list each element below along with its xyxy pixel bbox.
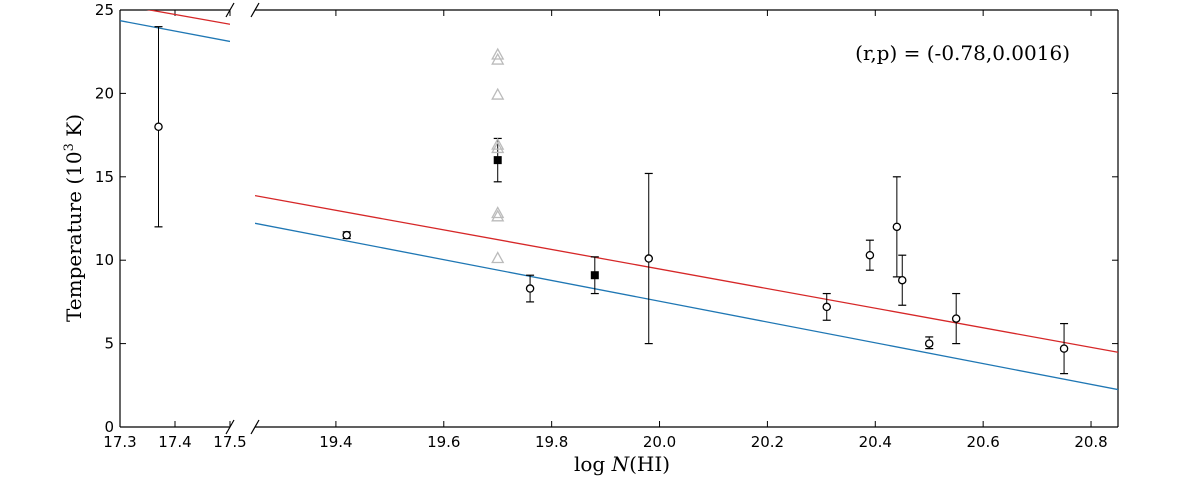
data-points: [154, 26, 1069, 375]
data-point: [892, 176, 902, 278]
circle-marker: [342, 230, 351, 240]
data-point: [491, 209, 505, 222]
data-point: [951, 292, 961, 345]
right-panel: [255, 9, 1119, 428]
triangle-marker: [491, 206, 505, 219]
y-axis-title-prefix: Temperature (10: [62, 151, 86, 322]
triangle-marker: [491, 52, 505, 65]
triangle-marker: [491, 87, 505, 100]
correlation-annotation: (r,p) = (-0.78,0.0016): [855, 41, 1070, 65]
circle-marker: [525, 284, 535, 293]
data-point: [154, 26, 163, 228]
triangle-marker: [491, 141, 505, 154]
x-tick-label: 20.8: [1074, 433, 1107, 451]
circle-marker: [644, 254, 653, 263]
circle-marker: [1059, 344, 1069, 353]
fit-lines-right: [255, 194, 1118, 391]
data-point: [525, 274, 535, 303]
triangle-marker: [491, 47, 505, 60]
x-tick-label: 17.3: [103, 433, 136, 451]
circle-marker: [154, 122, 163, 132]
break-mark-bottom-right: [250, 419, 260, 435]
data-point: [590, 256, 599, 295]
circle-marker: [865, 250, 875, 260]
data-point: [491, 47, 505, 60]
y-axis-title: Temperature (103 K): [62, 114, 86, 322]
triangle-marker: [491, 137, 505, 150]
data-point: [491, 206, 505, 219]
x-tick-label: 19.8: [535, 433, 568, 451]
x-tick-label: 17.4: [158, 433, 191, 451]
left-panel: [119, 9, 230, 428]
data-point: [644, 172, 653, 345]
break-mark-top-right: [250, 2, 260, 18]
x-axis-title-suffix: (HI): [629, 452, 670, 476]
square-marker: [493, 156, 502, 165]
x-tick-label: 20.4: [859, 433, 892, 451]
x-axis-title-italic: N: [611, 452, 631, 476]
fit-lines-left: [120, 10, 230, 43]
fit-line: [255, 222, 1118, 391]
y-tick-label: 25: [95, 1, 114, 19]
triangle-marker: [491, 209, 505, 222]
y-tick-label: 0: [104, 418, 114, 436]
x-axis-title-prefix: log: [574, 452, 612, 476]
data-point: [491, 52, 505, 65]
circle-marker: [892, 222, 902, 232]
x-tick-label: 19.4: [319, 433, 352, 451]
x-tick-label: 17.5: [213, 433, 246, 451]
data-point: [491, 137, 505, 150]
data-point: [924, 336, 934, 350]
y-tick-label: 15: [95, 168, 114, 186]
circle-marker: [822, 302, 831, 312]
ticks: 0 5 10 15 20 25 17.3 17.4 17.5 19.4 19.6 19.8 20.0 20…: [95, 1, 1118, 451]
data-point: [822, 292, 831, 321]
x-tick-label: 19.6: [427, 433, 460, 451]
data-point: [491, 141, 505, 154]
y-axis-title-exponent: 3: [62, 143, 77, 151]
data-point: [865, 239, 875, 271]
fit-line: [146, 10, 230, 25]
y-tick-label: 5: [104, 335, 114, 353]
data-point: [1059, 322, 1069, 375]
fit-line: [120, 20, 230, 43]
data-point: [491, 87, 505, 100]
x-axis-title: log N(HI): [574, 452, 670, 476]
fit-line: [255, 194, 1118, 353]
y-axis-title-suffix: K): [62, 114, 86, 143]
square-marker: [590, 271, 599, 280]
data-point: [342, 230, 351, 240]
y-tick-label: 20: [95, 84, 114, 102]
circle-marker: [898, 275, 907, 285]
circle-marker: [924, 339, 934, 348]
data-point: [898, 254, 907, 306]
y-tick-label: 10: [95, 251, 114, 269]
data-point: [491, 251, 505, 264]
axis-break-marks: [225, 2, 260, 435]
x-tick-label: 20.6: [966, 433, 999, 451]
x-tick-label: 20.2: [751, 433, 784, 451]
x-tick-label: 20.0: [643, 433, 676, 451]
triangle-marker: [491, 251, 505, 264]
circle-marker: [951, 314, 961, 323]
